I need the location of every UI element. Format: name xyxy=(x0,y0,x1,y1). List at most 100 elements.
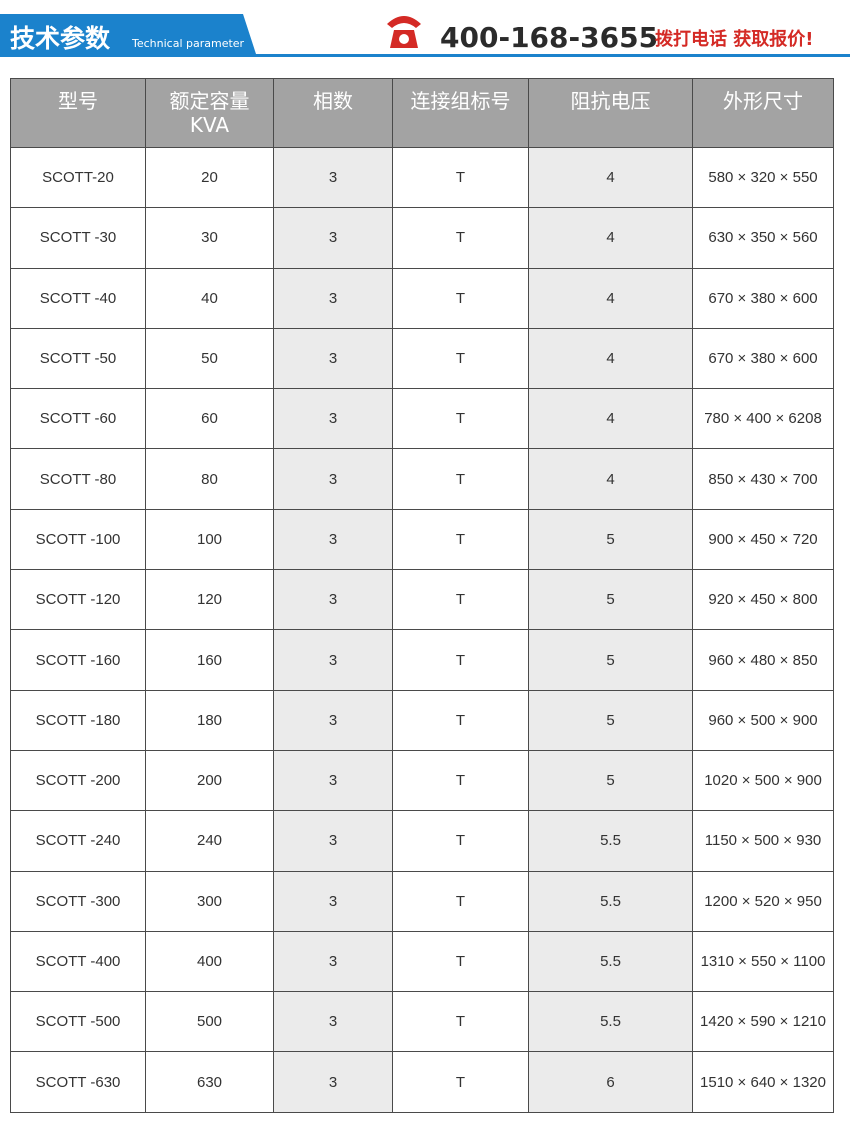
table-cell: 1020 × 500 × 900 xyxy=(692,749,834,812)
table-cell: SCOTT -630 xyxy=(10,1051,146,1113)
table-cell: 920 × 450 × 800 xyxy=(692,569,834,631)
table-cell: 850 × 430 × 700 xyxy=(692,448,834,510)
table-cell: SCOTT -400 xyxy=(10,930,146,993)
table-row: SCOTT -400 400 3 T 5.5 1310 × 550 × 1100 xyxy=(10,930,834,993)
table-cell: SCOTT -300 xyxy=(10,870,146,932)
table-cell: 5.5 xyxy=(528,870,693,932)
table-row: SCOTT -630 630 3 T 6 1510 × 640 × 1320 xyxy=(10,1051,834,1113)
column-header: 阻抗电压 xyxy=(528,78,693,148)
table-body: SCOTT-20 20 3 T 4 580 × 320 × 550 SCOTT -30 30 3… xyxy=(10,146,834,1113)
table-cell: 3 xyxy=(273,629,393,691)
table-cell: 900 × 450 × 720 xyxy=(692,508,834,571)
title-tab xyxy=(0,14,256,54)
table-cell: T xyxy=(392,508,529,571)
phone-number: 400-168-3655 xyxy=(440,21,658,54)
table-cell: 240 xyxy=(145,810,274,872)
table-cell: T xyxy=(392,569,529,631)
table-cell: 60 xyxy=(145,388,274,450)
table-cell: 160 xyxy=(145,629,274,691)
phone-icon xyxy=(387,16,421,48)
table-cell: 5.5 xyxy=(528,991,693,1053)
table-cell: 4 xyxy=(528,327,693,390)
table-cell: SCOTT -120 xyxy=(10,569,146,631)
table-cell: 30 xyxy=(145,207,274,269)
table-cell: 3 xyxy=(273,689,393,751)
table-row: SCOTT -80 80 3 T 4 850 × 430 × 700 xyxy=(10,448,834,510)
call-to-action: 拨打电话 获取报价! xyxy=(655,28,813,50)
table-cell: 4 xyxy=(528,448,693,510)
table-cell: SCOTT -500 xyxy=(10,991,146,1053)
table-cell: 40 xyxy=(145,267,274,329)
table-cell: T xyxy=(392,267,529,329)
header: 技术参数 Technical parameter 400-168-3655 拨打… xyxy=(0,14,850,57)
table-cell: 5.5 xyxy=(528,810,693,872)
table-cell: SCOTT -60 xyxy=(10,388,146,450)
header-line: 外形尺寸 xyxy=(723,89,803,113)
table-cell: 6 xyxy=(528,1051,693,1113)
table-cell: T xyxy=(392,689,529,751)
table-cell: 5 xyxy=(528,689,693,751)
table-cell: SCOTT -240 xyxy=(10,810,146,872)
column-header: 额定容量 KVA xyxy=(145,78,274,148)
table-cell: SCOTT -200 xyxy=(10,749,146,812)
table-cell: 5.5 xyxy=(528,930,693,993)
column-header: 型号 xyxy=(10,78,146,148)
table-cell: SCOTT -80 xyxy=(10,448,146,510)
table-cell: 200 xyxy=(145,749,274,812)
table-cell: 4 xyxy=(528,267,693,329)
table-cell: 3 xyxy=(273,207,393,269)
table-cell: 20 xyxy=(145,146,274,209)
header-row: 型号 额定容量 KVA 相数 连接组标号 阻抗电压 外形尺寸 xyxy=(10,78,834,148)
column-header: 相数 xyxy=(273,78,393,148)
table-cell: 100 xyxy=(145,508,274,571)
table-cell: T xyxy=(392,327,529,390)
header-line: 相数 xyxy=(313,89,353,113)
table-cell: T xyxy=(392,930,529,993)
subtitle: Technical parameter xyxy=(131,37,245,50)
table-cell: T xyxy=(392,388,529,450)
column-header: 连接组标号 xyxy=(392,78,529,148)
table-row: SCOTT -200 200 3 T 5 1020 × 500 × 900 xyxy=(10,749,834,812)
table-cell: T xyxy=(392,870,529,932)
table-cell: 120 xyxy=(145,569,274,631)
table-cell: 630 × 350 × 560 xyxy=(692,207,834,269)
table-row: SCOTT -60 60 3 T 4 780 × 400 × 6208 xyxy=(10,388,834,450)
table-row: SCOTT -300 300 3 T 5.5 1200 × 520 × 950 xyxy=(10,870,834,932)
table-cell: 50 xyxy=(145,327,274,390)
table-cell: 3 xyxy=(273,1051,393,1113)
table-cell: SCOTT -30 xyxy=(10,207,146,269)
table-cell: T xyxy=(392,207,529,269)
table-cell: 580 × 320 × 550 xyxy=(692,146,834,209)
table-cell: 1200 × 520 × 950 xyxy=(692,870,834,932)
table-cell: 1310 × 550 × 1100 xyxy=(692,930,834,993)
table-row: SCOTT -30 30 3 T 4 630 × 350 × 560 xyxy=(10,207,834,269)
table-cell: 500 xyxy=(145,991,274,1053)
table-cell: T xyxy=(392,146,529,209)
table-row: SCOTT -40 40 3 T 4 670 × 380 × 600 xyxy=(10,267,834,329)
table-row: SCOTT -180 180 3 T 5 960 × 500 × 900 xyxy=(10,689,834,751)
table-cell: 3 xyxy=(273,508,393,571)
table-cell: 5 xyxy=(528,569,693,631)
table-cell: 670 × 380 × 600 xyxy=(692,267,834,329)
table-row: SCOTT -500 500 3 T 5.5 1420 × 590 × 1210 xyxy=(10,991,834,1053)
header-line: KVA xyxy=(189,113,230,137)
table-cell: 1510 × 640 × 1320 xyxy=(692,1051,834,1113)
table-cell: 630 xyxy=(145,1051,274,1113)
spec-table: 型号 额定容量 KVA 相数 连接组标号 阻抗电压 外形尺寸 SCOTT-20 20 3 T 4 58… xyxy=(10,78,834,1113)
table-cell: 400 xyxy=(145,930,274,993)
table-cell: 3 xyxy=(273,327,393,390)
header-line: 额定容量 xyxy=(169,89,250,113)
header-rule xyxy=(0,54,850,57)
table-cell: 5 xyxy=(528,629,693,691)
table-cell: 4 xyxy=(528,207,693,269)
table-cell: 3 xyxy=(273,448,393,510)
table-row: SCOTT -240 240 3 T 5.5 1150 × 500 × 930 xyxy=(10,810,834,872)
table-cell: 780 × 400 × 6208 xyxy=(692,388,834,450)
table-cell: 670 × 380 × 600 xyxy=(692,327,834,390)
table-cell: 180 xyxy=(145,689,274,751)
table-cell: 3 xyxy=(273,991,393,1053)
table-cell: SCOTT -40 xyxy=(10,267,146,329)
table-row: SCOTT -120 120 3 T 5 920 × 450 × 800 xyxy=(10,569,834,631)
title: 技术参数 xyxy=(10,24,111,53)
